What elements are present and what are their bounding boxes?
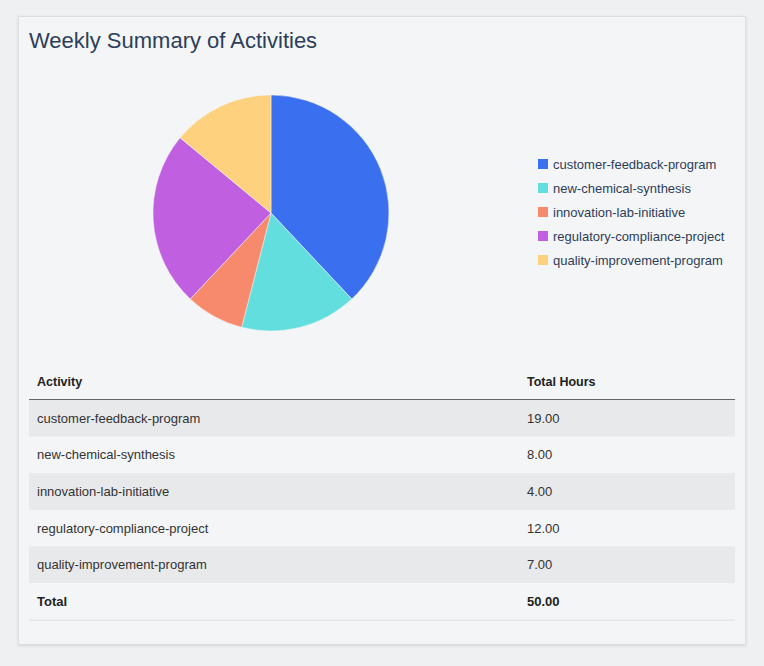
card (19, 17, 746, 645)
page: Weekly Summary of Activities customer-fee… (0, 0, 764, 666)
legend-label: new-chemical-synthesis (553, 181, 691, 196)
legend-swatch (538, 231, 548, 241)
table-cell: 4.00 (527, 484, 552, 499)
legend-item: innovation-lab-initiative (538, 205, 685, 220)
legend-swatch (538, 183, 548, 193)
row-background (29, 473, 735, 510)
table-header: Activity (37, 375, 82, 389)
legend-label: quality-improvement-program (553, 253, 723, 268)
legend-swatch (538, 159, 548, 169)
table-cell: quality-improvement-program (37, 557, 207, 572)
legend-label: customer-feedback-program (553, 157, 716, 172)
total-cell: Total (37, 594, 67, 609)
table-cell: 7.00 (527, 557, 552, 572)
row-background (29, 400, 735, 437)
legend-swatch (538, 207, 548, 217)
table-cell: regulatory-compliance-project (37, 521, 209, 536)
header-rule (29, 399, 735, 400)
table-cell: new-chemical-synthesis (37, 447, 175, 462)
legend: customer-feedback-program new-chemical-sy… (538, 157, 725, 268)
table-cell: 8.00 (527, 447, 552, 462)
table-cell: customer-feedback-program (37, 411, 200, 426)
legend-item: regulatory-compliance-project (538, 229, 725, 244)
plot-area (153, 95, 389, 331)
pie (153, 95, 389, 331)
table-header: Total Hours (527, 375, 596, 389)
title: Weekly Summary of Activities (29, 28, 317, 53)
table-cell: 19.00 (527, 411, 560, 426)
table: Activity Total Hours customer-feedback-pro… (29, 375, 735, 620)
legend-item: customer-feedback-program (538, 157, 716, 172)
legend-label: innovation-lab-initiative (553, 205, 685, 220)
legend-item: new-chemical-synthesis (538, 181, 691, 196)
legend-item: quality-improvement-program (538, 253, 723, 268)
total-cell: 50.00 (527, 594, 560, 609)
legend-label: regulatory-compliance-project (553, 229, 725, 244)
pie-slice (180, 95, 271, 213)
table-cell: innovation-lab-initiative (37, 484, 169, 499)
table-cell: 12.00 (527, 521, 560, 536)
legend-swatch (538, 255, 548, 265)
row-background (29, 546, 735, 583)
footer-rule (29, 620, 735, 621)
